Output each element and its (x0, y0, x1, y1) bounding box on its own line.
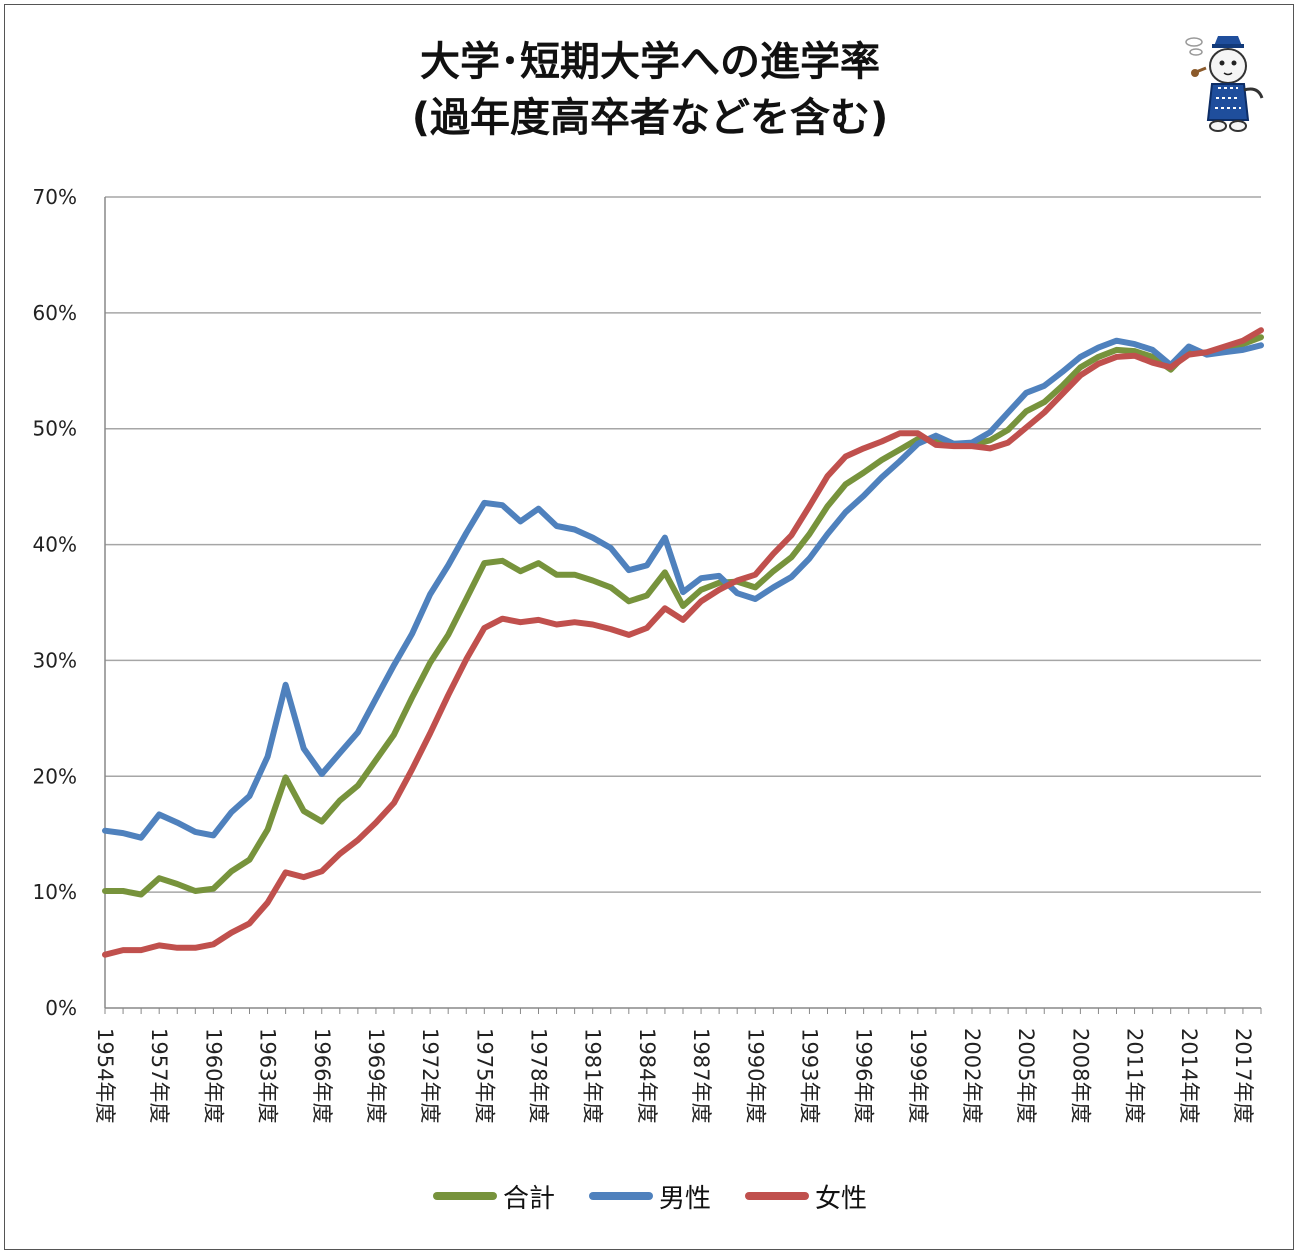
x-axis-tick-labels: 1954年度 1957年度 1960年度 1963年度 1966年度 1969年度 1972… (93, 1028, 1255, 1123)
y-tick-label: 0% (45, 996, 77, 1020)
legend-label-female: 女性 (815, 1183, 868, 1214)
series-line-male (102, 337, 1264, 841)
x-tick-label: 1972年度 (418, 1028, 442, 1123)
legend-label-total: 合計 (502, 1183, 555, 1214)
x-tick-label: 1999年度 (906, 1028, 930, 1123)
series-line-female (102, 327, 1264, 958)
chart-title-line-2: (過年度高卒者などを含む) (411, 95, 889, 141)
x-tick-label: 1990年度 (743, 1028, 767, 1123)
legend-label-male: 男性 (658, 1183, 711, 1214)
y-tick-label: 50% (33, 417, 77, 441)
chart-title-line-1: 大学･短期大学への進学率 (420, 39, 880, 85)
mascot-icon (1185, 36, 1264, 132)
series-lines (102, 327, 1264, 958)
axes (104, 197, 1262, 1014)
x-tick-label: 1975年度 (472, 1028, 496, 1123)
x-tick-label: 2017年度 (1231, 1028, 1255, 1123)
x-tick-label: 2005年度 (1014, 1028, 1038, 1123)
y-tick-label: 40% (33, 533, 77, 557)
gridlines (105, 196, 1261, 893)
x-tick-label: 1981年度 (581, 1028, 605, 1123)
x-tick-label: 1957年度 (147, 1028, 171, 1123)
y-tick-label: 10% (33, 880, 77, 904)
legend-item-total: 合計 (432, 1178, 555, 1215)
x-tick-label: 1978年度 (527, 1028, 551, 1123)
x-tick-label: 1963年度 (256, 1028, 280, 1123)
line-chart: 0% 10% 20% 30% 40% 50% 60% 70% 1954年度 1957年度 1960… (33, 185, 1264, 1123)
legend-item-male: 男性 (588, 1178, 711, 1215)
x-tick-label: 1969年度 (364, 1028, 388, 1123)
chart-title: 大学･短期大学への進学率 (過年度高卒者などを含む) (0, 34, 1300, 146)
y-tick-label: 70% (33, 185, 77, 209)
x-tick-label: 1954年度 (93, 1028, 117, 1123)
x-tick-label: 2014年度 (1177, 1028, 1201, 1123)
series-line-total (102, 334, 1264, 898)
legend: 合計 男性 女性 (0, 1176, 1300, 1216)
y-tick-label: 60% (33, 301, 77, 325)
x-tick-label: 1987年度 (689, 1028, 713, 1123)
x-tick-label: 1993年度 (797, 1028, 821, 1123)
x-tick-label: 1960年度 (201, 1028, 225, 1123)
y-tick-label: 30% (33, 648, 77, 672)
x-tick-label: 1996年度 (852, 1028, 876, 1123)
x-tick-label: 1966年度 (310, 1028, 334, 1123)
y-tick-label: 20% (33, 764, 77, 788)
x-tick-label: 2008年度 (1068, 1028, 1092, 1123)
y-axis-tick-labels: 0% 10% 20% 30% 40% 50% 60% 70% (33, 185, 77, 1020)
x-tick-label: 2011年度 (1123, 1028, 1147, 1123)
legend-swatch-female (745, 1192, 809, 1200)
x-tick-label: 2002年度 (960, 1028, 984, 1123)
legend-swatch-total (432, 1192, 497, 1200)
legend-item-female: 女性 (745, 1178, 867, 1215)
x-tick-label: 1984年度 (635, 1028, 659, 1123)
legend-swatch-male (588, 1192, 653, 1200)
